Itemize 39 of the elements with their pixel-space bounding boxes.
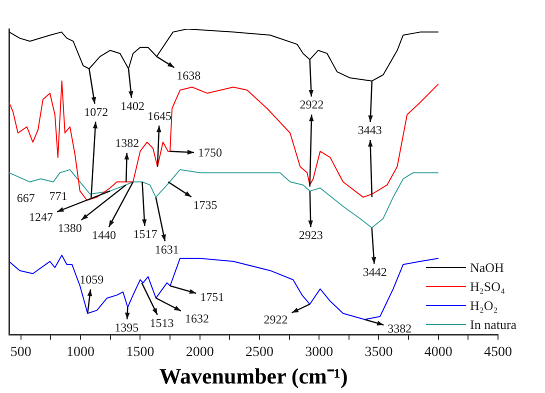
x-tick-label: 4000 [424, 344, 452, 360]
legend-label: NaOH [470, 260, 504, 276]
x-tick-label: 2500 [245, 344, 274, 360]
annotation: 1072 [84, 104, 108, 119]
annotation: 1631 [154, 242, 179, 256]
x-tick-label: 1000 [66, 344, 95, 360]
annotation: 1632 [184, 311, 209, 326]
annotation: 2922 [300, 98, 324, 112]
x-axis-title: Wavenumber (cm⁻¹) [159, 363, 348, 388]
annotation: 1517 [133, 227, 158, 242]
annotation: 667 [16, 191, 35, 205]
annotation: 1382 [115, 136, 140, 150]
x-tick-label: 500 [10, 344, 32, 360]
annotation: 1059 [80, 272, 104, 287]
annotation: 1513 [150, 316, 174, 330]
annotation: 1247 [29, 210, 54, 224]
annotation: 1402 [120, 98, 145, 113]
annotation: 771 [49, 189, 68, 204]
annotation: 1645 [147, 108, 172, 123]
annotation: 1735 [193, 198, 218, 212]
annotation: 1440 [92, 228, 116, 242]
legend-label: H₂SO₄ [470, 278, 506, 294]
annotation: 3382 [388, 322, 412, 336]
annotation: 3442 [362, 264, 387, 279]
annotation: 1380 [58, 221, 82, 236]
annotation: 2923 [298, 228, 323, 242]
x-tick-label: 4500 [484, 344, 512, 360]
legend-label: In natura [470, 316, 517, 332]
annotation: 1395 [114, 320, 139, 334]
x-tick-label: 1500 [126, 344, 154, 360]
annotation: 3443 [358, 123, 382, 138]
annotation: 1750 [198, 145, 222, 160]
x-tick-label: 3500 [364, 344, 393, 360]
annotation: 1638 [176, 68, 201, 83]
annotation: 1751 [200, 290, 224, 304]
x-tick-label: 2000 [186, 344, 214, 360]
x-tick-label: 3000 [305, 344, 334, 360]
legend-label: H₂O₂ [470, 298, 498, 314]
annotation: 2922 [264, 312, 288, 326]
